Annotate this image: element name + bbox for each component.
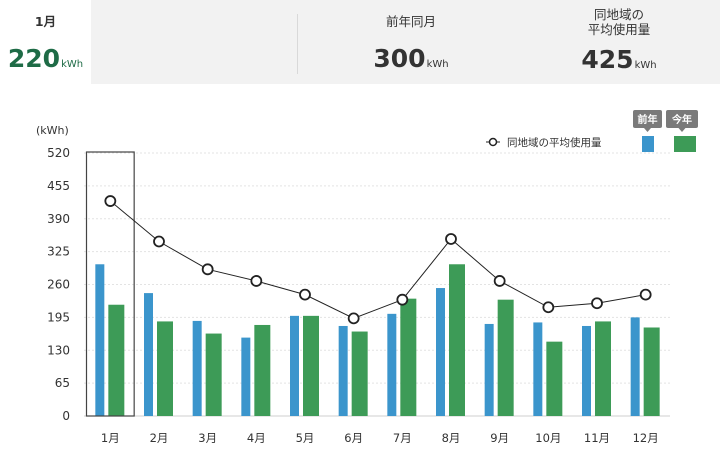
bar-this-year[interactable] (497, 299, 514, 416)
average-point[interactable] (493, 275, 506, 287)
legend-this-year-swatch (674, 136, 696, 152)
legend-prev-year-label: 前年 (638, 113, 658, 126)
legend-this-year-label: 今年 (671, 113, 692, 126)
bar-prev-year[interactable] (582, 325, 591, 416)
legend: 同地域の平均使用量 前年 今年 (486, 110, 698, 152)
x-tick-label[interactable]: 1月 (101, 431, 120, 445)
bar-this-year[interactable] (351, 331, 368, 416)
x-tick-label[interactable]: 5月 (296, 431, 315, 445)
current-month-value: 220kWh (7, 44, 84, 73)
bar-this-year[interactable] (108, 304, 125, 416)
bar-this-year[interactable] (449, 264, 465, 416)
bar-this-year[interactable] (157, 321, 173, 416)
bar-prev-year[interactable] (484, 323, 494, 416)
x-tick-label[interactable]: 6月 (344, 431, 363, 445)
previous-year-value: 300kWh (373, 44, 449, 73)
y-tick-label: 520 (47, 146, 70, 160)
legend-this-year-tag (666, 110, 698, 128)
current-month-label: 1月 (34, 14, 57, 29)
selection (85, 151, 135, 417)
bar-prev-year[interactable] (144, 293, 153, 416)
legend-prev-year-swatch (642, 136, 654, 152)
y-tick-label: 390 (47, 212, 70, 226)
bar-this-year[interactable] (400, 298, 417, 416)
regional-average-value: 425kWh (581, 45, 657, 74)
legend-prev-year-pointer (644, 128, 651, 132)
y-tick-label: 455 (47, 179, 70, 193)
average-point[interactable] (104, 195, 117, 207)
bar-prev-year[interactable] (290, 315, 299, 416)
average-point[interactable] (250, 275, 263, 287)
y-tick-label: 260 (47, 278, 70, 292)
average-point[interactable] (299, 288, 311, 301)
legend-average-label: 同地域の平均使用量 (507, 136, 602, 149)
bar-this-year[interactable] (643, 327, 660, 416)
average-point[interactable] (445, 233, 457, 245)
regional-average-summary: 同地域の 平均使用量 425kWh (508, 0, 720, 84)
x-tick-labels: 1月 2月 3月 4月 5月 6月 7月 8月 9月 10月 11月 12月 (101, 431, 659, 445)
average-point[interactable] (396, 293, 409, 306)
x-tick-label[interactable]: 4月 (247, 431, 266, 445)
previous-year-summary: 前年同月 300kWh (300, 0, 522, 84)
regional-label-line1: 同地域の (593, 7, 644, 22)
bar-prev-year[interactable] (95, 264, 105, 416)
bar-prev-year[interactable] (630, 317, 640, 416)
x-tick-label[interactable]: 3月 (198, 431, 217, 445)
average-polyline (110, 200, 646, 319)
x-tick-label[interactable]: 8月 (442, 431, 461, 445)
current-month-highlight (0, 0, 91, 84)
x-tick-label[interactable]: 12月 (633, 431, 659, 445)
divider (297, 14, 298, 74)
y-tick-label: 65 (55, 376, 70, 390)
y-axis-unit: (kWh) (36, 124, 69, 137)
y-tick-label: 325 (47, 245, 70, 259)
y-tick-label: 130 (47, 343, 70, 357)
bar-prev-year[interactable] (387, 313, 397, 416)
average-line (104, 195, 652, 325)
grid-lines (84, 152, 670, 417)
regional-label-line2: 平均使用量 (587, 22, 651, 37)
average-point[interactable] (542, 301, 555, 314)
x-tick-label[interactable]: 9月 (490, 431, 509, 445)
average-point[interactable] (639, 288, 652, 301)
bar-prev-year[interactable] (533, 322, 543, 416)
bar-this-year[interactable] (205, 333, 222, 416)
bar-this-year[interactable] (254, 324, 271, 416)
bar-prev-year[interactable] (338, 325, 348, 416)
bar-prev-year[interactable] (241, 337, 251, 416)
summary-panel: 1月 220kWh 前年同月 300kWh 同地域の 平均使用量 425kWh (0, 0, 720, 84)
selected-month-frame[interactable] (85, 151, 135, 417)
x-tick-label[interactable]: 7月 (393, 431, 412, 445)
bar-this-year[interactable] (546, 341, 563, 416)
bar-this-year[interactable] (595, 321, 611, 416)
bar-prev-year[interactable] (436, 288, 445, 416)
x-tick-label[interactable]: 11月 (584, 431, 610, 445)
current-month-summary: 1月 220kWh (0, 0, 91, 84)
previous-year-label: 前年同月 (385, 14, 436, 29)
y-tick-label: 195 (47, 310, 70, 324)
y-tick-labels: 0 65 130 195 260 325 390 455 520 (47, 146, 70, 423)
legend-prev-year-tag (633, 110, 662, 128)
x-tick-label[interactable]: 10月 (535, 431, 561, 445)
average-point[interactable] (201, 263, 214, 276)
bars (95, 264, 660, 416)
bar-prev-year[interactable] (192, 320, 202, 416)
y-tick-label: 0 (62, 409, 70, 423)
average-point[interactable] (347, 312, 360, 325)
bar-this-year[interactable] (303, 315, 319, 416)
legend-point-sample (488, 137, 498, 147)
x-tick-label[interactable]: 2月 (150, 431, 169, 445)
legend-this-year-pointer (678, 128, 686, 132)
average-point[interactable] (591, 297, 603, 310)
average-point[interactable] (153, 235, 165, 248)
